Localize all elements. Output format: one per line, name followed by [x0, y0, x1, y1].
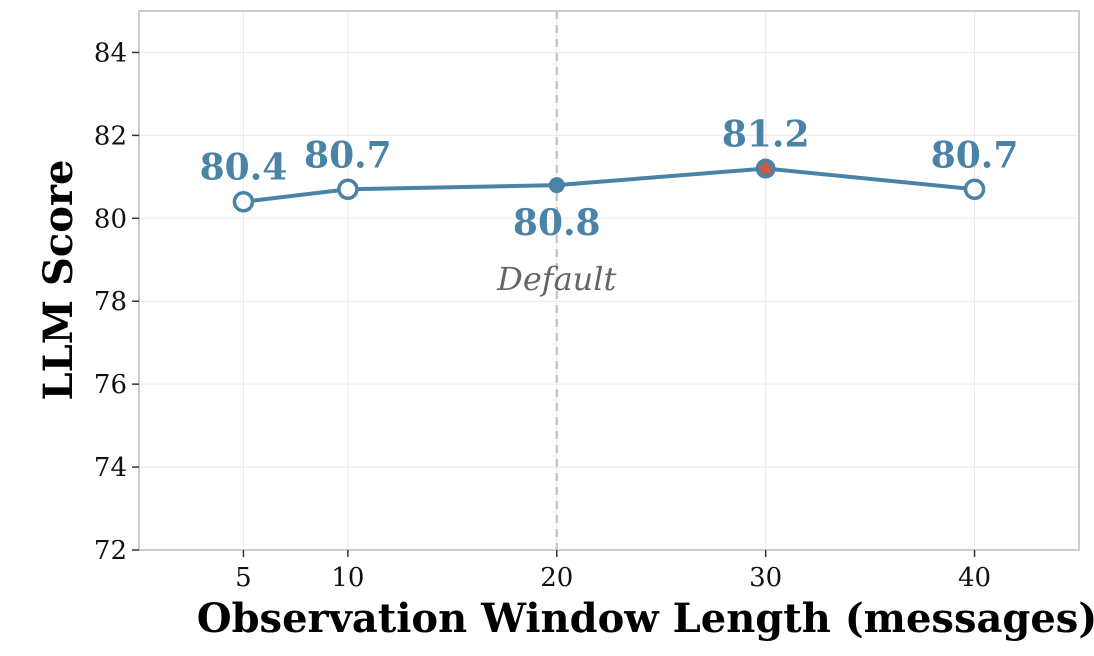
best-star-icon	[757, 159, 775, 176]
y-axis-title: LLM Score	[35, 160, 82, 401]
x-tick-label: 40	[958, 563, 991, 593]
x-axis-title: Observation Window Length (messages)	[197, 595, 1094, 642]
y-tick-label: 84	[94, 38, 127, 68]
data-label: 80.4	[200, 147, 288, 189]
y-tick-label: 72	[94, 536, 127, 566]
x-tick-label: 30	[749, 563, 782, 593]
default-annotation: Default	[496, 260, 616, 298]
x-tick-label: 10	[331, 563, 364, 593]
data-points	[232, 158, 986, 213]
x-tick-label: 20	[540, 563, 573, 593]
x-tick-label: 5	[235, 563, 252, 593]
plot-frame	[138, 10, 1080, 551]
y-tick-label: 76	[94, 370, 127, 400]
data-label: 80.8	[513, 202, 601, 244]
y-tick-label: 80	[94, 204, 127, 234]
data-point	[963, 178, 986, 201]
data-label: 81.2	[722, 114, 810, 156]
axis-ticks: 5 10 20 30 40 72 74 76 78 80 82 84	[94, 38, 991, 593]
data-label: 80.7	[931, 134, 1019, 176]
data-label: 80.7	[304, 134, 392, 176]
y-tick-label: 78	[94, 287, 127, 317]
data-point	[232, 190, 255, 213]
data-point	[337, 178, 359, 201]
y-tick-label: 74	[94, 453, 127, 483]
y-tick-label: 82	[94, 121, 127, 151]
data-point-default	[548, 177, 565, 194]
data-labels: 80.4 80.7 80.8 81.2 80.7	[200, 114, 1019, 245]
